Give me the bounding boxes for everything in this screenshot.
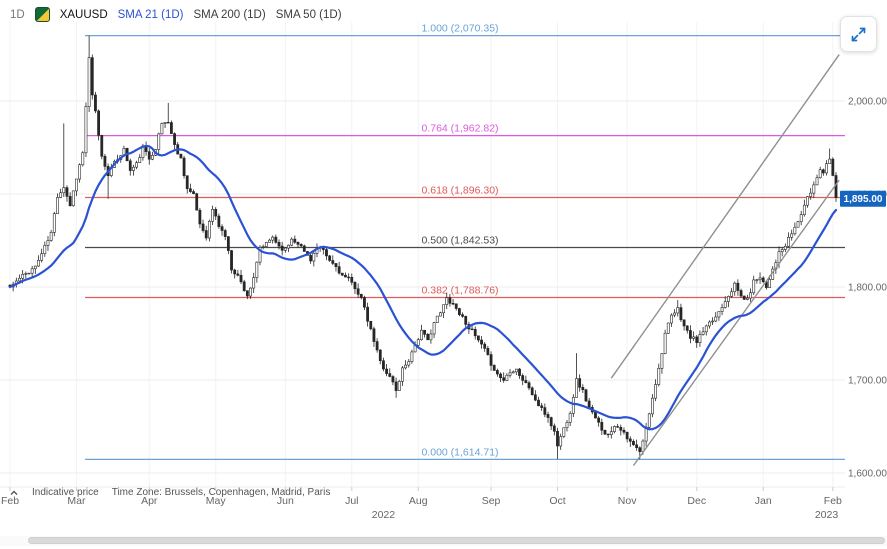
channel-line <box>610 54 840 379</box>
svg-text:Mar: Mar <box>67 495 86 507</box>
svg-text:0.500 (1,842.53): 0.500 (1,842.53) <box>421 234 498 246</box>
indicator-sma200-label[interactable]: SMA 200 (1D) <box>193 8 266 21</box>
svg-text:Feb: Feb <box>824 495 842 507</box>
svg-text:1,600.00: 1,600.00 <box>848 469 887 480</box>
svg-text:Aug: Aug <box>409 495 428 507</box>
svg-text:0.000 (1,614.71): 0.000 (1,614.71) <box>421 446 498 458</box>
svg-text:2023: 2023 <box>815 509 839 521</box>
chevron-up-icon[interactable] <box>9 488 19 497</box>
svg-text:Nov: Nov <box>618 495 637 507</box>
svg-text:May: May <box>206 495 227 507</box>
svg-text:Apr: Apr <box>141 495 158 507</box>
svg-text:2,000.00: 2,000.00 <box>848 97 887 108</box>
svg-text:0.764 (1,962.82): 0.764 (1,962.82) <box>421 123 498 135</box>
instrument-icon <box>34 7 50 22</box>
svg-text:0.382 (1,788.76): 0.382 (1,788.76) <box>421 285 498 297</box>
x-axis: Feb Mar Apr May Jun Jul Aug Sep Oct Nov Dec Jan Feb 2… <box>1 487 842 521</box>
svg-text:Sep: Sep <box>482 495 501 507</box>
svg-text:Dec: Dec <box>687 495 706 507</box>
fibonacci-levels: 1.000 (2,070.35) 0.764 (1,962.82) 0.618 (1… <box>85 23 845 460</box>
svg-text:Oct: Oct <box>549 495 565 507</box>
svg-text:1,800.00: 1,800.00 <box>848 283 887 294</box>
svg-text:Jan: Jan <box>755 495 772 507</box>
candles <box>8 35 838 460</box>
sma21-line <box>8 144 838 431</box>
svg-text:1,700.00: 1,700.00 <box>848 376 887 387</box>
svg-text:Jun: Jun <box>277 495 294 507</box>
indicator-sma50-label[interactable]: SMA 50 (1D) <box>275 8 342 21</box>
svg-text:0.618 (1,896.30): 0.618 (1,896.30) <box>421 184 498 196</box>
svg-text:2022: 2022 <box>372 509 396 521</box>
timeframe-label[interactable]: 1D <box>10 8 25 21</box>
gridlines: 2,000.001,900.001,800.001,700.001,600.00 <box>0 22 887 488</box>
fullscreen-button[interactable] <box>840 16 877 52</box>
scrollbar-thumb[interactable] <box>28 537 885 544</box>
timezone-label: Time Zone: Brussels, Copenhagen, Madrid,… <box>111 487 331 498</box>
current-price-tag: 1,895.00 <box>840 190 886 207</box>
expand-icon <box>851 27 866 41</box>
indicative-price-label: Indicative price <box>32 487 99 498</box>
svg-text:Jul: Jul <box>345 495 358 507</box>
chart-legend: 1D XAUUSD SMA 21 (1D) SMA 200 (1D) SMA 5… <box>10 7 342 22</box>
symbol-label[interactable]: XAUUSD <box>59 8 108 21</box>
svg-text:1,895.00: 1,895.00 <box>844 194 883 205</box>
chart-footer: Indicative price Time Zone: Brussels, Co… <box>9 487 330 498</box>
indicator-sma21-label[interactable]: SMA 21 (1D) <box>117 8 184 21</box>
svg-text:1.000 (2,070.35): 1.000 (2,070.35) <box>421 23 498 35</box>
channel-line <box>632 179 840 467</box>
horizontal-scrollbar[interactable] <box>0 536 887 546</box>
svg-text:Feb: Feb <box>1 495 19 507</box>
trend-channel <box>610 54 840 467</box>
